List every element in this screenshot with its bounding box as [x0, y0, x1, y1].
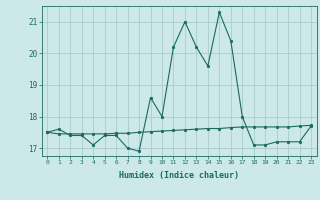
- X-axis label: Humidex (Indice chaleur): Humidex (Indice chaleur): [119, 171, 239, 180]
